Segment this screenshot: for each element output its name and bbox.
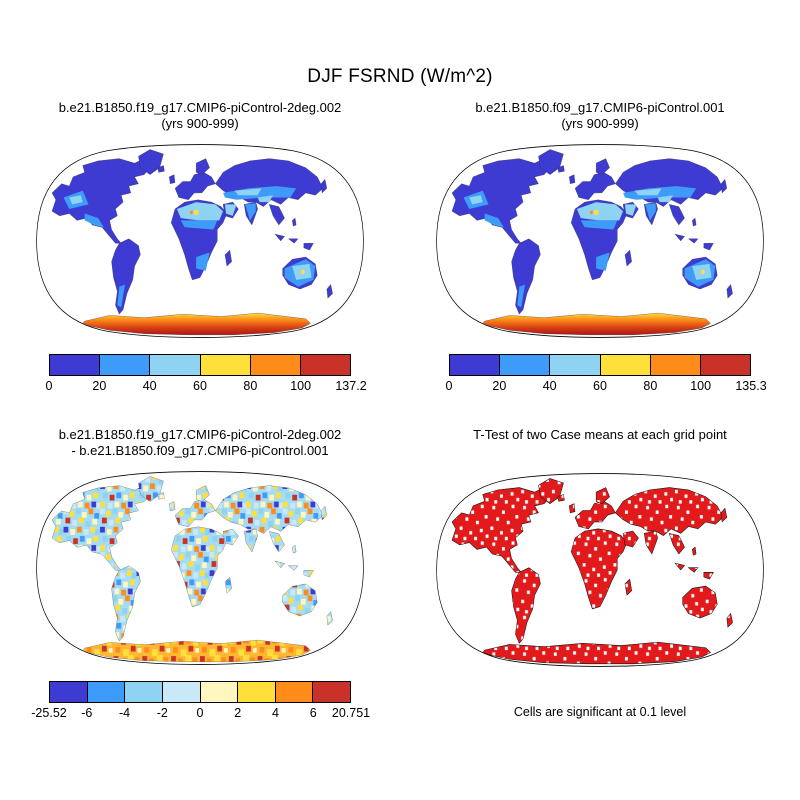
- colorbar-tick-label: -6: [81, 706, 93, 720]
- colorbar-segment: [100, 355, 151, 375]
- colorbar-tick-label: -4: [118, 706, 131, 720]
- colorbar-segment: [450, 355, 501, 375]
- colorbar-tick-label: 20: [492, 379, 507, 393]
- colorbar-segments: [49, 681, 351, 703]
- panel-top-right: b.e21.B1850.f09_g17.CMIP6-piControl.001 …: [400, 92, 800, 395]
- colorbar-top-right: 0 20 40 60 80 100 135.3: [445, 354, 767, 395]
- map-top-left: [36, 144, 364, 338]
- colorbar-segment: [300, 355, 351, 375]
- colorbar-tick-label: 80: [243, 379, 258, 393]
- colorbar-tick-labels: 0 20 40 60 80 100 137.2: [45, 379, 367, 395]
- map-difference: [36, 471, 364, 665]
- panel-title-line2: (yrs 900-999): [561, 116, 639, 131]
- colorbar-segment: [250, 355, 301, 375]
- significance-footnote: Cells are significant at 0.1 level: [513, 705, 687, 719]
- panel-title-line1: b.e21.B1850.f09_g17.CMIP6-piControl.001: [475, 100, 725, 115]
- colorbar-tick-label: -25.52: [31, 706, 67, 720]
- colorbar-segment: [650, 355, 701, 375]
- map-top-right: [436, 144, 764, 338]
- map-ttest: [436, 473, 764, 667]
- colorbar-segment: [162, 682, 201, 702]
- panel-title-line1: b.e21.B1850.f19_g17.CMIP6-piControl-2deg…: [58, 100, 342, 115]
- panel-bottom-left-title: b.e21.B1850.f19_g17.CMIP6-piControl-2deg…: [59, 427, 342, 459]
- colorbar-tick-label: 40: [542, 379, 557, 393]
- colorbar-tick-label: 0: [45, 379, 53, 393]
- colorbar-tick-label: 0: [196, 706, 204, 720]
- colorbar-segments: [449, 354, 751, 376]
- colorbar-segment: [150, 355, 201, 375]
- colorbar-segment: [50, 355, 101, 375]
- panel-grid: b.e21.B1850.f19_g17.CMIP6-piControl-2deg…: [0, 92, 800, 722]
- colorbar-tick-label: 137.2: [335, 379, 367, 393]
- colorbar-top-left: 0 20 40 60 80 100 137.2: [45, 354, 367, 395]
- colorbar-tick-label: 60: [593, 379, 607, 393]
- colorbar-tick-label: 60: [193, 379, 207, 393]
- colorbar-tick-label: 0: [445, 379, 453, 393]
- colorbar-segment: [50, 682, 88, 702]
- colorbar-segment: [500, 355, 551, 375]
- colorbar-segment: [600, 355, 651, 375]
- colorbar-segment: [700, 355, 751, 375]
- colorbar-segment: [200, 682, 239, 702]
- colorbar-tick-label: 80: [643, 379, 658, 393]
- colorbar-tick-label: 4: [272, 706, 279, 720]
- panel-top-left: b.e21.B1850.f19_g17.CMIP6-piControl-2deg…: [0, 92, 400, 395]
- colorbar-tick-labels: 0 20 40 60 80 100 135.3: [445, 379, 767, 395]
- panel-title-line1: b.e21.B1850.f19_g17.CMIP6-piControl-2deg…: [58, 427, 342, 442]
- colorbar-tick-label: 40: [142, 379, 157, 393]
- panel-bottom-right: T-Test of two Case means at each grid po…: [400, 419, 800, 722]
- colorbar-segment: [238, 682, 276, 702]
- panel-title-line1: T-Test of two Case means at each grid po…: [473, 427, 727, 442]
- colorbar-segment: [550, 355, 601, 375]
- panel-bottom-right-title: T-Test of two Case means at each grid po…: [473, 427, 727, 443]
- colorbar-tick-label: 6: [309, 706, 317, 720]
- colorbar-segments: [49, 354, 351, 376]
- colorbar-difference: -25.52 -6 -4 -2 0 2 4 6 20.751: [31, 681, 370, 722]
- colorbar-tick-label: 2: [234, 706, 242, 720]
- colorbar-tick-label: 100: [290, 379, 312, 393]
- colorbar-tick-label: -2: [156, 706, 168, 720]
- colorbar-segment: [313, 682, 350, 702]
- colorbar-tick-label: 135.3: [735, 379, 767, 393]
- colorbar-segment: [200, 355, 251, 375]
- colorbar-segment: [87, 682, 126, 702]
- panel-top-left-title: b.e21.B1850.f19_g17.CMIP6-piControl-2deg…: [59, 100, 342, 132]
- colorbar-segment: [275, 682, 314, 702]
- panel-title-line2: (yrs 900-999): [161, 116, 239, 131]
- colorbar-tick-label: 100: [690, 379, 712, 393]
- colorbar-tick-labels: -25.52 -6 -4 -2 0 2 4 6 20.751: [31, 706, 370, 722]
- colorbar-segment: [125, 682, 163, 702]
- page-title: DJF FSRND (W/m^2): [307, 66, 493, 87]
- panel-bottom-left: b.e21.B1850.f19_g17.CMIP6-piControl-2deg…: [0, 419, 400, 722]
- panel-title-line2: - b.e21.B1850.f09_g17.CMIP6-piControl.00…: [71, 443, 329, 458]
- colorbar-tick-label: 20.751: [331, 706, 371, 720]
- panel-top-right-title: b.e21.B1850.f09_g17.CMIP6-piControl.001 …: [475, 100, 724, 132]
- colorbar-tick-label: 20: [92, 379, 107, 393]
